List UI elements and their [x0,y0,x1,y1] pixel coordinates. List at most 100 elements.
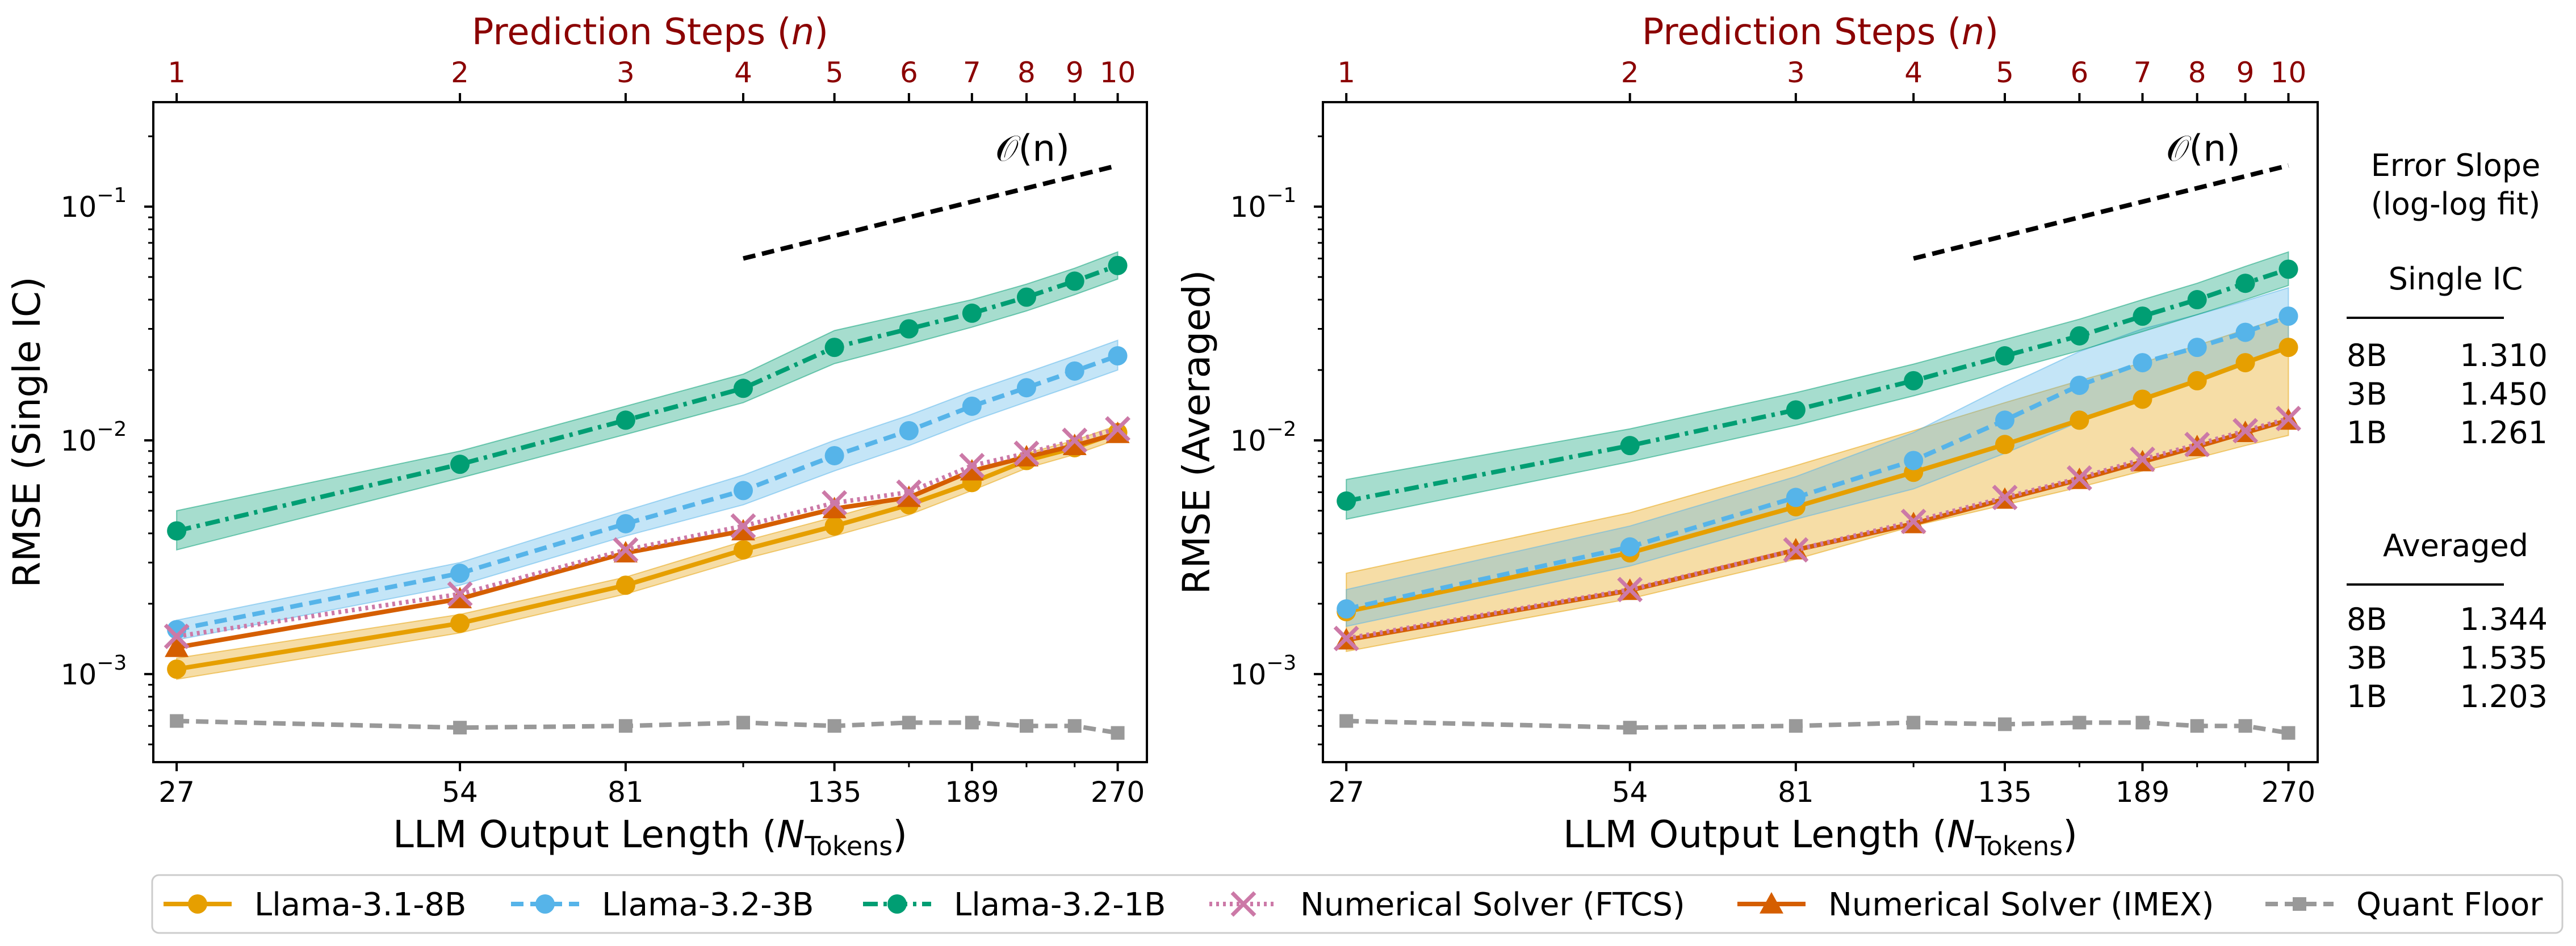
data-point [2281,726,2296,740]
top-axis-title-close: ) [1984,11,1999,53]
section-heading-single-ic: Single IC [2389,261,2523,297]
x-axis-title: LLM Output Length (NTokens) [1563,813,2077,861]
slope-model-label: 3B [2347,376,2387,412]
data-point [959,452,985,478]
data-point-stroke [1900,508,1926,535]
data-point [167,659,187,679]
top-axis-title-symbol: n [1962,11,1985,53]
top-tick-label: 6 [900,56,918,89]
data-point-stroke [2129,446,2155,472]
data-point [2187,371,2207,390]
data-point [1065,361,1084,381]
legend-marker [1230,891,1256,917]
data-point [2278,259,2298,279]
data-point [824,445,844,465]
legend-marker [2293,897,2306,911]
x-tick-label: 81 [1778,776,1814,809]
data-point [1108,346,1128,366]
x-axis-title-text: LLM Output Length ( [1563,813,1947,856]
data-point [167,521,187,541]
data-point [1339,714,1354,728]
data-point [2187,290,2207,310]
data-point [1105,416,1131,442]
slope-value: 1.535 [2460,640,2548,676]
data-point [2184,431,2210,457]
x-axis-title: LLM Output Length (NTokens) [393,813,907,861]
data-point [2278,338,2298,358]
top-tick-label: 7 [2134,56,2152,89]
data-point [1065,271,1084,291]
top-tick-label: 6 [2070,56,2088,89]
top-tick-label: 4 [734,56,752,89]
data-point [170,714,184,728]
legend-frame [151,874,2564,934]
series-line [1346,418,2289,642]
data-point [2276,406,2301,431]
error-slope-table: Error Slope (log-log fit) Single IC 8B 1… [2347,148,2548,714]
data-point-stroke [1783,537,1809,563]
data-point [899,421,919,440]
data-point [2072,716,2087,730]
x-tick-label: 54 [1612,776,1648,809]
data-point [2133,389,2152,409]
data-point-stroke [959,452,985,478]
section-heading-averaged: Averaged [2383,528,2528,564]
error-slope-subtitle: (log-log fit) [2371,186,2541,222]
data-point [827,719,841,733]
top-tick-label: 5 [826,56,844,89]
x-axis-title-subscript: Tokens [1974,831,2063,861]
y-tick-exponent: −2 [1266,418,1296,441]
data-point-stroke [2066,465,2092,491]
data-point [824,516,844,536]
data-point [453,721,467,735]
confidence-band [176,339,1119,641]
top-tick-label: 8 [1017,56,1036,89]
slope-model-label: 3B [2347,640,2387,676]
slope-value: 1.450 [2460,376,2548,412]
data-point [615,575,635,595]
data-point [2066,465,2092,491]
data-point [450,455,470,474]
series-line [176,263,1119,533]
data-point [965,716,979,730]
data-point [1067,719,1082,733]
top-tick-label: 8 [2188,56,2206,89]
data-point [2133,353,2152,373]
data-point [1617,577,1643,603]
data-point [734,481,753,501]
slope-model-label: 1B [2347,679,2387,714]
reference-line [743,163,1119,261]
legend-marker [1760,892,1783,914]
data-point [2232,418,2259,444]
data-point-stroke [1617,577,1643,603]
top-tick-label: 9 [1066,56,1084,89]
top-axis-title-text: Prediction Steps ( [472,11,791,53]
data-point [1788,719,1803,733]
legend-label: Llama-3.1-8B [254,886,466,923]
data-point [450,613,470,633]
data-point [822,497,847,519]
y-tick-label: 10−3 [61,651,127,691]
data-point [167,620,187,640]
y-tick-exponent: −3 [1266,651,1296,675]
top-tick-label: 4 [1904,56,1922,89]
legend: Llama-3.1-8B Llama-3.2-3B Llama-3.2-1B Nume… [151,874,2564,934]
data-point [1900,508,1926,535]
data-point [1337,491,1356,511]
x-tick-label: 135 [1978,776,2032,809]
error-slope-title: Error Slope [2371,148,2541,183]
y-tick-label: 10−2 [1230,418,1297,457]
data-point [824,338,844,358]
series-line [176,354,1119,632]
data-point [1620,537,1640,557]
right-panel: 𝒪(n) 27 54 81 135 189 270 1 2 3 4 5 6 7 8 9 10 10−3 10−2 10… [1175,11,2319,861]
data-point [1995,435,2015,455]
x-tick-label: 81 [608,776,644,809]
data-point-stroke [1105,416,1131,442]
data-point-stroke [2232,418,2259,444]
data-point [1620,436,1640,456]
plot-frame [152,101,1148,763]
data-point [2135,716,2150,730]
slope-value: 1.310 [2460,338,2548,373]
data-point [899,319,919,339]
